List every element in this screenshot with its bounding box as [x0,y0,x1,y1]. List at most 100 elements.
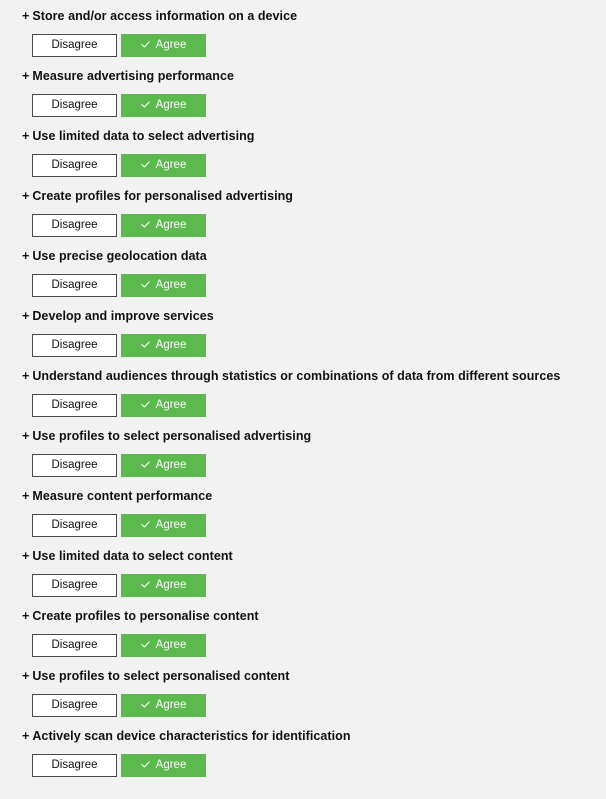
purpose-heading: Measure advertising performance [32,69,234,83]
consent-purpose-9: + Measure content performance Disagree Ag… [0,480,606,540]
agree-label: Agree [155,579,187,591]
agree-button[interactable]: Agree [121,94,206,117]
agree-button[interactable]: Agree [121,574,206,597]
agree-button[interactable]: Agree [121,754,206,777]
purpose-expand-toggle[interactable]: + Actively scan device characteristics fo… [22,728,351,744]
disagree-button[interactable]: Disagree [32,394,117,417]
consent-purpose-11: + Create profiles to personalise content … [0,600,606,660]
purpose-heading: Create profiles for personalised adverti… [32,189,293,203]
expand-plus-icon: + [22,369,30,383]
expand-plus-icon: + [22,549,30,563]
agree-button[interactable]: Agree [121,514,206,537]
agree-label: Agree [155,339,187,351]
check-icon [140,341,150,348]
agree-label: Agree [155,699,187,711]
agree-label: Agree [155,639,187,651]
purpose-heading: Actively scan device characteristics for… [32,729,351,743]
disagree-button[interactable]: Disagree [32,94,117,117]
consent-purpose-12: + Use profiles to select personalised con… [0,660,606,720]
agree-button[interactable]: Agree [121,454,206,477]
purpose-expand-toggle[interactable]: + Create profiles for personalised advert… [22,188,293,204]
purpose-heading: Measure content performance [32,489,213,503]
purpose-expand-toggle[interactable]: + Measure advertising performance [22,68,234,84]
check-icon [140,101,150,108]
disagree-button[interactable]: Disagree [32,274,117,297]
consent-purpose-10: + Use limited data to select content Disa… [0,540,606,600]
agree-label: Agree [155,399,187,411]
disagree-button[interactable]: Disagree [32,514,117,537]
check-icon [140,461,150,468]
agree-label: Agree [155,519,187,531]
check-icon [140,581,150,588]
disagree-button[interactable]: Disagree [32,574,117,597]
purpose-expand-toggle[interactable]: + Develop and improve services [22,308,214,324]
agree-button[interactable]: Agree [121,694,206,717]
disagree-button[interactable]: Disagree [32,754,117,777]
disagree-button[interactable]: Disagree [32,454,117,477]
purpose-expand-toggle[interactable]: + Use precise geolocation data [22,248,207,264]
agree-label: Agree [155,39,187,51]
purpose-heading: Understand audiences through statistics … [32,369,561,383]
expand-plus-icon: + [22,309,30,323]
check-icon [140,281,150,288]
check-icon [140,221,150,228]
check-icon [140,41,150,48]
agree-label: Agree [155,759,187,771]
agree-label: Agree [155,279,187,291]
check-icon [140,401,150,408]
purpose-heading: Store and/or access information on a dev… [32,9,298,23]
agree-button[interactable]: Agree [121,334,206,357]
purpose-expand-toggle[interactable]: + Create profiles to personalise content [22,608,259,624]
expand-plus-icon: + [22,189,30,203]
expand-plus-icon: + [22,69,30,83]
disagree-button[interactable]: Disagree [32,214,117,237]
expand-plus-icon: + [22,129,30,143]
purpose-heading: Develop and improve services [32,309,214,323]
check-icon [140,161,150,168]
agree-button[interactable]: Agree [121,394,206,417]
purpose-expand-toggle[interactable]: + Understand audiences through statistics… [22,368,560,384]
expand-plus-icon: + [22,669,30,683]
purpose-expand-toggle[interactable]: + Use limited data to select advertising [22,128,254,144]
agree-label: Agree [155,219,187,231]
purpose-heading: Use profiles to select personalised cont… [32,669,290,683]
agree-button[interactable]: Agree [121,634,206,657]
agree-label: Agree [155,459,187,471]
consent-purpose-2: + Measure advertising performance Disagre… [0,60,606,120]
expand-plus-icon: + [22,429,30,443]
agree-button[interactable]: Agree [121,274,206,297]
agree-button[interactable]: Agree [121,154,206,177]
consent-purpose-7: + Understand audiences through statistics… [0,360,606,420]
expand-plus-icon: + [22,729,30,743]
consent-purpose-5: + Use precise geolocation data Disagree A… [0,240,606,300]
purpose-heading: Use precise geolocation data [32,249,207,263]
expand-plus-icon: + [22,9,30,23]
consent-purpose-3: + Use limited data to select advertising … [0,120,606,180]
disagree-button[interactable]: Disagree [32,34,117,57]
purpose-expand-toggle[interactable]: + Use profiles to select personalised con… [22,668,289,684]
expand-plus-icon: + [22,489,30,503]
consent-purpose-1: + Store and/or access information on a de… [0,0,606,60]
check-icon [140,521,150,528]
expand-plus-icon: + [22,609,30,623]
check-icon [140,701,150,708]
agree-label: Agree [155,99,187,111]
consent-purpose-6: + Develop and improve services Disagree A… [0,300,606,360]
purpose-heading: Use limited data to select advertising [32,129,255,143]
purpose-heading: Create profiles to personalise content [32,609,259,623]
agree-button[interactable]: Agree [121,34,206,57]
agree-button[interactable]: Agree [121,214,206,237]
purpose-expand-toggle[interactable]: + Use profiles to select personalised adv… [22,428,311,444]
disagree-button[interactable]: Disagree [32,334,117,357]
check-icon [140,641,150,648]
consent-purpose-4: + Create profiles for personalised advert… [0,180,606,240]
disagree-button[interactable]: Disagree [32,694,117,717]
disagree-button[interactable]: Disagree [32,634,117,657]
consent-purpose-8: + Use profiles to select personalised adv… [0,420,606,480]
purpose-expand-toggle[interactable]: + Store and/or access information on a de… [22,8,297,24]
purpose-expand-toggle[interactable]: + Use limited data to select content [22,548,233,564]
purpose-expand-toggle[interactable]: + Measure content performance [22,488,212,504]
agree-label: Agree [155,159,187,171]
expand-plus-icon: + [22,249,30,263]
disagree-button[interactable]: Disagree [32,154,117,177]
